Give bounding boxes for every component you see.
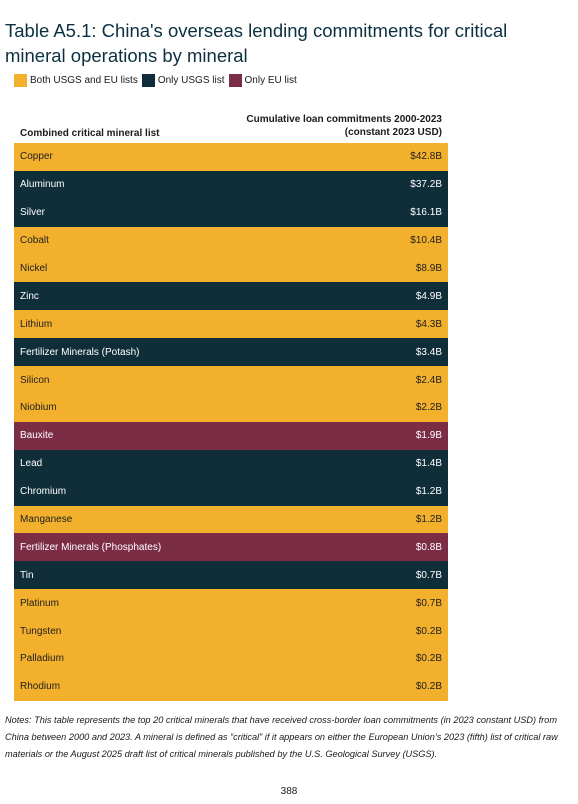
mineral-name: Lithium: [20, 318, 53, 330]
legend-item-usgs: Only USGS list: [141, 74, 225, 87]
loan-value: $8.9B: [415, 263, 442, 274]
table-row: Zinc $4.9B: [14, 282, 448, 311]
loan-value: $1.2B: [415, 514, 442, 526]
loan-value: $3.4B: [415, 346, 442, 358]
mineral-name: Lead: [20, 458, 43, 470]
loan-value: $1.4B: [415, 458, 442, 470]
table-row: Bauxite $1.9B: [14, 421, 448, 450]
table-row: Lithium $4.3B: [14, 310, 448, 339]
mineral-name: Cobalt: [20, 235, 49, 247]
mineral-name: Chromium: [20, 486, 67, 498]
table-row: Tungsten $0.2B: [14, 617, 448, 646]
page-number: 388: [280, 786, 298, 797]
table-row: Copper $42.8B: [14, 143, 448, 171]
table-row: Manganese $1.2B: [14, 505, 448, 534]
table-row: Nickel $8.9B: [14, 254, 448, 283]
loan-value: $37.2B: [410, 179, 442, 191]
mineral-name: Bauxite: [20, 430, 54, 442]
table-row: Silicon $2.4B: [14, 366, 448, 395]
table-row: Aluminum $37.2B: [14, 170, 448, 199]
mineral-name: Palladium: [20, 653, 64, 665]
legend-item-eu: Only EU list: [228, 74, 297, 87]
loan-value: $0.2B: [415, 625, 442, 637]
column-header-value: Cumulative loan commitments 2000-2023 (c…: [246, 114, 442, 138]
loan-value: $0.7B: [415, 597, 442, 609]
loan-value: $42.8B: [410, 151, 442, 163]
loan-value: $0.2B: [415, 681, 442, 693]
loan-value: $2.4B: [415, 374, 442, 386]
loan-value: $4.3B: [415, 318, 442, 330]
table-row: Chromium $1.2B: [14, 477, 448, 506]
loan-value: $4.9B: [415, 290, 442, 302]
mineral-name: Platinum: [20, 597, 59, 609]
mineral-name: Manganese: [20, 514, 73, 526]
table-row: Fertilizer Minerals (Potash) $3.4B: [14, 338, 448, 367]
loan-value: $0.2B: [415, 653, 442, 665]
legend-label-usgs: Only USGS list: [157, 75, 225, 86]
loan-value: $0.8B: [415, 541, 442, 553]
loan-value: $0.7B: [415, 569, 442, 581]
mineral-name: Fertilizer Minerals (Phosphates): [20, 541, 162, 553]
legend-label-both: Both USGS and EU lists: [30, 75, 138, 86]
table-row: Palladium $0.2B: [14, 645, 448, 673]
table-row: Tin $0.7B: [14, 561, 448, 590]
loan-value: $10.4B: [410, 235, 442, 247]
table-header: Combined critical mineral list Cumulativ…: [14, 108, 448, 142]
table-row: Niobium $2.2B: [14, 394, 448, 422]
mineral-name: Tin: [20, 569, 34, 581]
loan-value: $1.9B: [415, 430, 442, 442]
table-title: Table A5.1: China's overseas lending com…: [5, 20, 508, 66]
mineral-name: Niobium: [20, 402, 57, 414]
table-row: Lead $1.4B: [14, 449, 448, 478]
mineral-name: Zinc: [20, 290, 39, 302]
mineral-name: Copper: [20, 151, 53, 163]
legend-item-both: Both USGS and EU lists: [14, 74, 138, 87]
mineral-name: Nickel: [20, 263, 48, 274]
mineral-name: Silicon: [20, 374, 50, 386]
legend-swatch-eu: [228, 74, 242, 87]
minerals-table: Copper $42.8B Aluminum $37.2B Silver $16.1B Co…: [14, 143, 448, 701]
loan-value: $1.2B: [415, 486, 442, 498]
mineral-name: Rhodium: [20, 681, 61, 693]
legend-swatch-usgs: [141, 74, 155, 87]
loan-value: $16.1B: [410, 207, 442, 219]
mineral-name: Aluminum: [20, 179, 65, 191]
legend-label-eu: Only EU list: [244, 75, 297, 86]
table-row: Silver $16.1B: [14, 198, 448, 227]
table-row: Cobalt $10.4B: [14, 226, 448, 255]
mineral-name: Tungsten: [20, 625, 62, 637]
legend: Both USGS and EU lists Only USGS list On…: [14, 74, 301, 87]
column-header-mineral: Combined critical mineral list: [20, 128, 160, 139]
mineral-name: Fertilizer Minerals (Potash): [20, 346, 140, 358]
table-row: Platinum $0.7B: [14, 589, 448, 618]
table-row: Rhodium $0.2B: [14, 672, 448, 701]
legend-swatch-both: [14, 74, 27, 87]
table-notes: Notes: This table represents the top 20 …: [5, 715, 558, 759]
table-row: Fertilizer Minerals (Phosphates) $0.8B: [14, 533, 448, 562]
loan-value: $2.2B: [415, 402, 442, 414]
mineral-name: Silver: [20, 207, 46, 219]
